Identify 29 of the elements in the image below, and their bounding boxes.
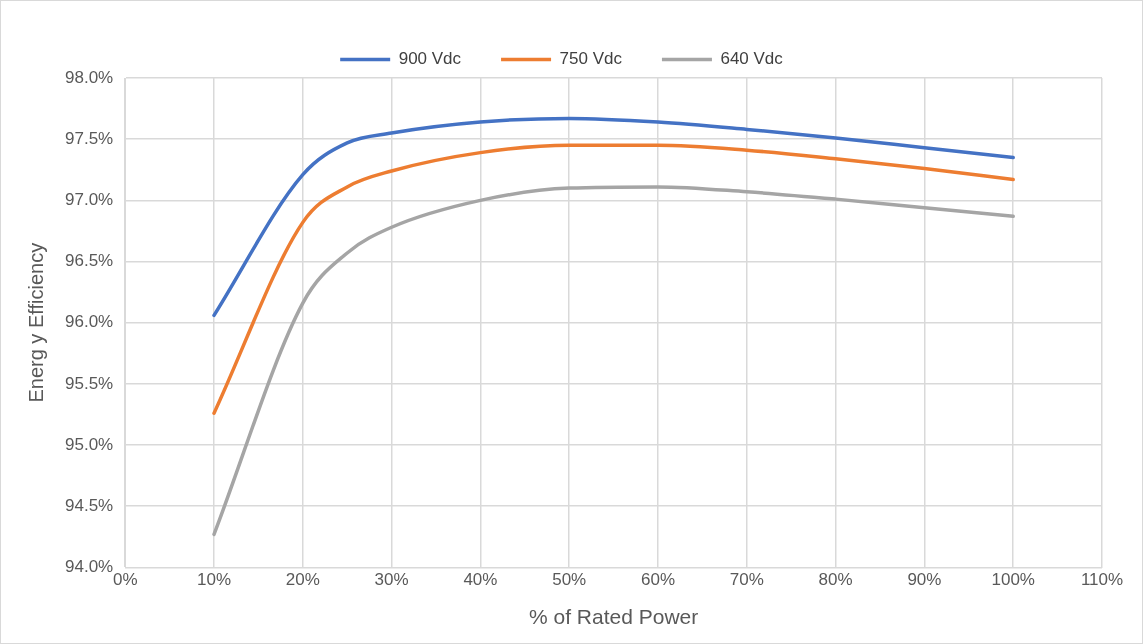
x-tick-label: 70% (729, 570, 764, 590)
line-series (212, 185, 1015, 537)
x-tick-label: 100% (991, 570, 1035, 590)
y-tick-label: 94.5% (65, 495, 114, 515)
x-tick-label: 90% (907, 570, 942, 590)
y-tick-label: 98.0% (65, 67, 114, 87)
x-axis-title: % of Rated Power (528, 605, 699, 629)
y-axis-title: Energ y Efficiency (24, 242, 47, 403)
x-tick-label: 30% (374, 570, 409, 590)
legend-label: 750 Vdc (559, 49, 623, 69)
x-tick-label: 80% (818, 570, 853, 590)
x-tick-label: 20% (285, 570, 320, 590)
y-tick-label: 97.0% (65, 190, 114, 210)
y-tick-label: 94.0% (65, 557, 114, 577)
line-series (212, 143, 1015, 415)
y-tick-label: 96.0% (65, 312, 114, 332)
x-tick-label: 60% (640, 570, 676, 590)
y-tick-label: 96.5% (65, 251, 114, 271)
x-tick-label: 10% (196, 570, 232, 590)
x-tick-label: 110% (1080, 570, 1124, 590)
x-tick-label: 0% (112, 570, 138, 590)
y-tick-label: 97.5% (65, 128, 114, 148)
x-tick-label: 50% (552, 570, 587, 590)
legend-label: 900 Vdc (398, 49, 462, 69)
y-tick-label: 95.0% (65, 434, 114, 454)
x-tick-label: 40% (463, 570, 498, 590)
legend-label: 640 Vdc (720, 49, 784, 69)
line-series (212, 116, 1015, 318)
y-tick-label: 95.5% (65, 373, 114, 393)
